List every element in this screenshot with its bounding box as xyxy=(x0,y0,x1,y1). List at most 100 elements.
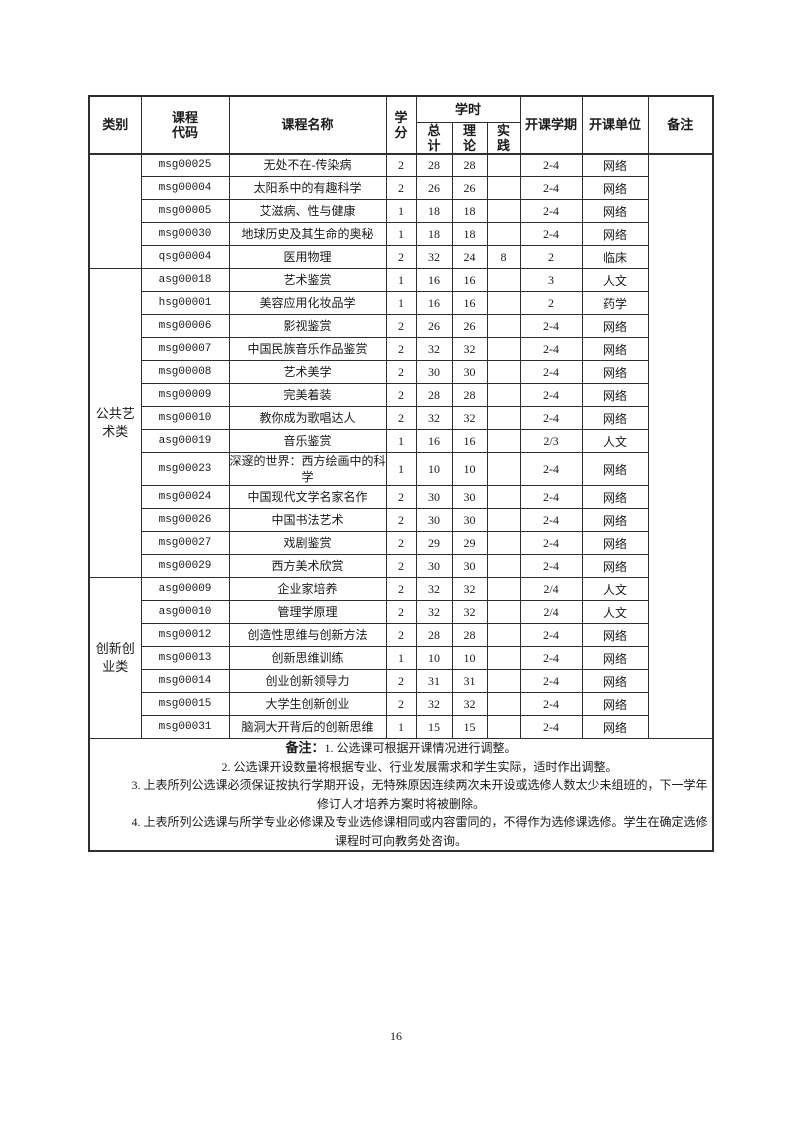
hours-theory-cell: 24 xyxy=(451,245,488,269)
department-cell: 人文 xyxy=(581,577,649,601)
table-row: hsg00001 美容应用化妆品学 1 16 16 2 药学 xyxy=(89,291,713,315)
hours-total-cell: 30 xyxy=(415,485,453,509)
hours-total-cell: 30 xyxy=(415,360,453,384)
course-code-cell: msg00012 xyxy=(140,623,230,647)
semester-cell: 2-4 xyxy=(519,406,583,430)
hours-practice-cell xyxy=(486,485,521,509)
hours-practice-cell xyxy=(486,531,521,555)
course-code-cell: asg00019 xyxy=(140,429,230,453)
semester-cell: 2/4 xyxy=(519,600,583,624)
semester-cell: 2-4 xyxy=(519,692,583,716)
table-row: 公共艺术类 asg00018 艺术鉴赏 1 16 16 3 人文 xyxy=(88,268,713,578)
semester-cell: 2 xyxy=(519,291,583,315)
credits-cell: 1 xyxy=(385,715,417,739)
hours-practice-cell xyxy=(486,268,521,292)
hours-theory-cell: 29 xyxy=(451,531,488,555)
course-code-cell: msg00024 xyxy=(140,485,230,509)
course-name-cell: 企业家培养 xyxy=(228,577,387,601)
header-course-code: 课程 代码 xyxy=(140,95,230,154)
hours-theory-cell: 16 xyxy=(451,268,488,292)
hours-theory-cell: 32 xyxy=(451,600,488,624)
hours-practice-cell xyxy=(486,337,521,361)
credits-cell: 2 xyxy=(385,383,417,407)
department-cell: 网络 xyxy=(581,360,649,384)
hours-theory-cell: 28 xyxy=(451,383,488,407)
credits-cell: 2 xyxy=(385,692,417,716)
table-row: msg00024 中国现代文学名家名作 2 30 30 2-4 网络 xyxy=(89,485,713,509)
course-name-cell: 大学生创新创业 xyxy=(228,692,387,716)
credits-cell: 2 xyxy=(385,600,417,624)
semester-cell: 2-4 xyxy=(519,314,583,338)
department-cell: 人文 xyxy=(581,429,649,453)
hours-total-cell: 18 xyxy=(415,222,453,246)
hours-theory-cell: 30 xyxy=(451,554,488,578)
hours-practice-cell xyxy=(486,383,521,407)
note-item: 4. 上表所列公选课与所学专业必修课及专业选修课相同或内容雷同的，不得作为选修课… xyxy=(131,815,708,848)
hours-theory-cell: 30 xyxy=(451,360,488,384)
department-cell: 网络 xyxy=(581,646,649,670)
hours-total-cell: 16 xyxy=(415,268,453,292)
department-cell: 网络 xyxy=(581,452,649,486)
course-code-cell: msg00026 xyxy=(140,508,230,532)
course-name-cell: 创造性思维与创新方法 xyxy=(228,623,387,647)
table-row: msg00029 西方美术欣赏 2 30 30 2-4 网络 xyxy=(89,554,713,578)
hours-practice-cell xyxy=(486,291,521,315)
hours-total-cell: 16 xyxy=(415,291,453,315)
course-name-cell: 音乐鉴赏 xyxy=(228,429,387,453)
notes-row: 备注：1. 公选课可根据开课情况进行调整。 2. 公选课开设数量将根据专业、行业… xyxy=(88,738,714,852)
hours-practice-cell xyxy=(486,222,521,246)
semester-cell: 2-4 xyxy=(519,485,583,509)
hours-practice-cell xyxy=(486,452,521,486)
note-item: 备注：1. 公选课可根据开课情况进行调整。 xyxy=(90,739,712,757)
department-cell: 网络 xyxy=(581,406,649,430)
course-code-cell: qsg00004 xyxy=(140,245,230,269)
notes-cell: 备注：1. 公选课可根据开课情况进行调整。 2. 公选课开设数量将根据专业、行业… xyxy=(88,738,714,852)
hours-total-cell: 32 xyxy=(415,337,453,361)
table-row: msg00009 完美着装 2 28 28 2-4 网络 xyxy=(89,383,713,407)
category-cell: 公共艺术类 xyxy=(88,268,142,578)
hours-total-cell: 30 xyxy=(415,508,453,532)
department-cell: 网络 xyxy=(581,715,649,739)
hours-theory-cell: 16 xyxy=(451,291,488,315)
table-row: msg00004 太阳系中的有趣科学 2 26 26 2-4 网络 xyxy=(89,176,713,200)
hours-total-cell: 30 xyxy=(415,554,453,578)
hours-practice-cell xyxy=(486,508,521,532)
hours-total-cell: 31 xyxy=(415,669,453,693)
hours-total-cell: 26 xyxy=(415,314,453,338)
credits-cell: 1 xyxy=(385,199,417,223)
credits-cell: 2 xyxy=(385,176,417,200)
course-code-cell: msg00027 xyxy=(140,531,230,555)
hours-theory-cell: 10 xyxy=(451,646,488,670)
header-course-name: 课程名称 xyxy=(228,95,387,154)
hours-theory-cell: 32 xyxy=(451,577,488,601)
semester-cell: 2-4 xyxy=(519,531,583,555)
hours-total-cell: 28 xyxy=(415,153,453,177)
credits-cell: 2 xyxy=(385,153,417,177)
header-semester: 开课学期 xyxy=(519,95,583,154)
course-code-cell: msg00004 xyxy=(140,176,230,200)
header-hours-group: 学时 xyxy=(415,95,521,123)
table-row: qsg00004 医用物理 2 32 24 8 2 临床 xyxy=(89,245,713,269)
course-name-cell: 太阳系中的有趣科学 xyxy=(228,176,387,200)
course-name-cell: 创业创新领导力 xyxy=(228,669,387,693)
hours-theory-cell: 28 xyxy=(451,153,488,177)
notes-label: 备注： xyxy=(285,740,325,755)
course-name-cell: 教你成为歌唱达人 xyxy=(228,406,387,430)
course-table: 类别 课程 代码 课程名称 学 分 学时 开课学期 开课单位 备注 总 计 理 … xyxy=(88,95,715,852)
course-code-cell: msg00009 xyxy=(140,383,230,407)
header-remark: 备注 xyxy=(647,95,714,154)
hours-practice-cell xyxy=(486,623,521,647)
credits-cell: 2 xyxy=(385,508,417,532)
credits-cell: 1 xyxy=(385,452,417,486)
course-code-cell: asg00010 xyxy=(140,600,230,624)
course-code-cell: msg00023 xyxy=(140,452,230,486)
course-code-cell: asg00009 xyxy=(140,577,230,601)
credits-cell: 1 xyxy=(385,429,417,453)
hours-theory-cell: 28 xyxy=(451,623,488,647)
department-cell: 网络 xyxy=(581,623,649,647)
table-row: msg00008 艺术美学 2 30 30 2-4 网络 xyxy=(89,360,713,384)
course-code-cell: msg00030 xyxy=(140,222,230,246)
hours-practice-cell: 8 xyxy=(486,245,521,269)
semester-cell: 2-4 xyxy=(519,337,583,361)
